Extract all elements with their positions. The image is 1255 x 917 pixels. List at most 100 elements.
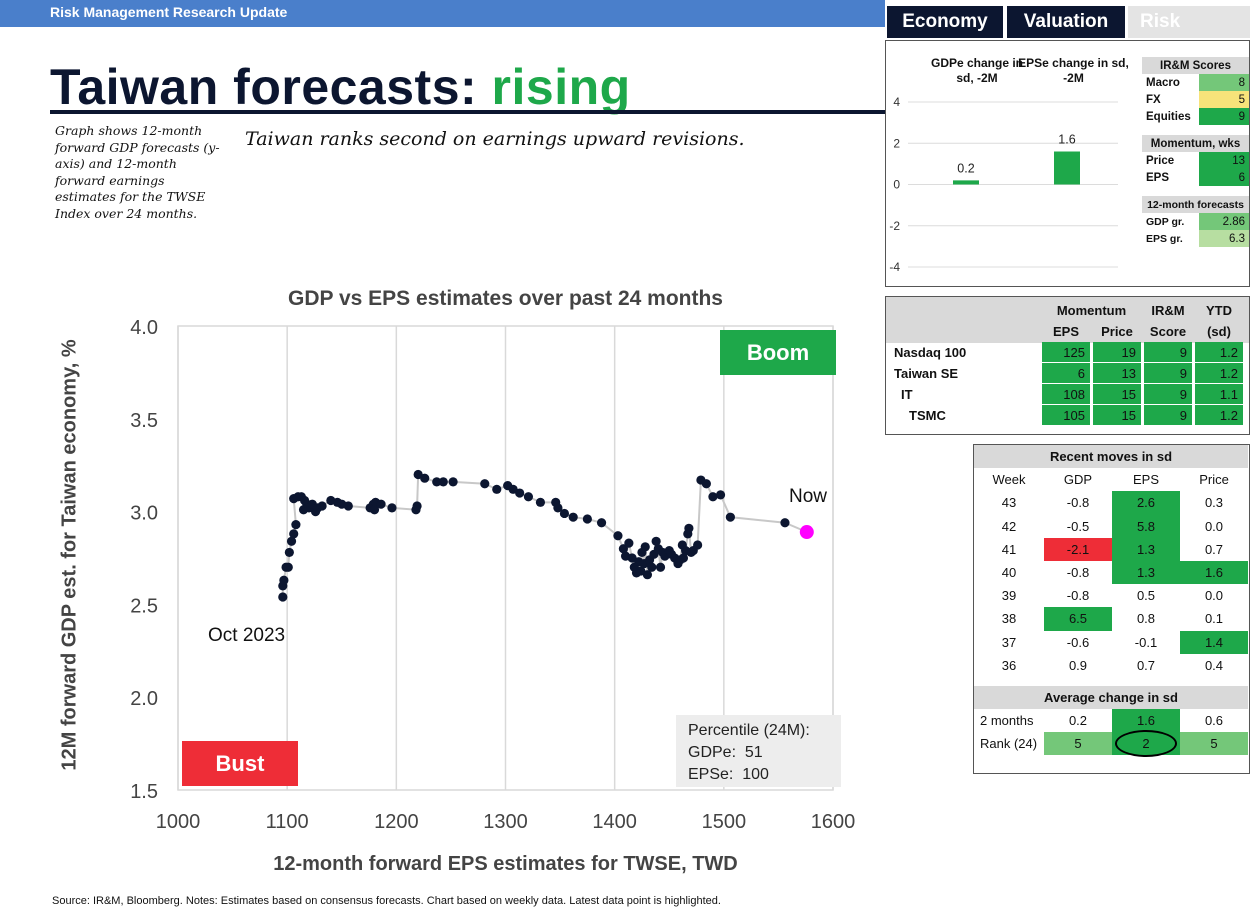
data-point: [279, 575, 289, 585]
bar-y-tick-label: 2: [893, 136, 900, 150]
data-point: [412, 501, 422, 511]
y-tick-label: 3.5: [130, 410, 158, 432]
row-label: TSMC: [909, 407, 946, 423]
gdp-cell: 6.5: [1044, 607, 1112, 631]
data-point: [480, 479, 490, 489]
gdp-cell: -2.1: [1044, 537, 1112, 561]
ytd-header: YTD: [1206, 302, 1232, 318]
data-point: [283, 562, 293, 572]
tab-economy[interactable]: Economy: [887, 6, 1003, 38]
price-cell: 0.1: [1204, 611, 1224, 627]
table-row: 42 -0.5 5.8 0.0: [974, 514, 1248, 538]
bar-y-tick-label: 0: [893, 178, 900, 192]
table-row: 40 -0.8 1.3 1.6: [974, 560, 1248, 585]
table-row: IT 108 15 9 1.1: [889, 384, 1243, 404]
bar-label-gdpe: GDPe change in sd, -2M: [930, 56, 1024, 85]
table-row: 38 6.5 0.8 0.1: [974, 607, 1248, 631]
week-cell: 38: [1001, 611, 1017, 627]
highlight-circle: [1115, 730, 1177, 758]
data-point: [684, 523, 694, 533]
gdp-cell: 0.9: [1068, 657, 1088, 673]
ytd-cell: 1.1: [1195, 384, 1243, 404]
price-cell: 0.4: [1204, 657, 1224, 673]
data-point: [369, 505, 380, 515]
x-tick-label: 1400: [592, 811, 637, 833]
data-point: [678, 553, 689, 563]
rank-price-cell: 5: [1180, 732, 1248, 756]
y-tick-label: 3.0: [130, 503, 158, 525]
data-point: [715, 490, 726, 500]
data-point: [515, 488, 525, 498]
eps-header: EPS: [1132, 472, 1159, 488]
percentile-gdp-label: GDPe:: [688, 744, 737, 761]
table-row: EPS gr. 6.3: [1142, 230, 1249, 247]
table-row: 2 months 0.2 1.6 0.6: [974, 709, 1248, 733]
price-header: Price: [1199, 472, 1229, 488]
percentile-row: EPSe: 100: [688, 764, 829, 786]
bar: [953, 180, 979, 185]
avg-eps-cell: 1.6: [1112, 709, 1180, 733]
bar-y-tick-label: 4: [893, 95, 900, 109]
eps-cell: 0.8: [1136, 611, 1156, 627]
scores-panel: GDPe change in sd, -2M EPSe change in sd…: [885, 40, 1250, 287]
eps-cell: 108: [1042, 384, 1090, 404]
price-cell: 13: [1093, 363, 1141, 383]
eps-header: EPS: [1052, 323, 1079, 339]
week-cell: 42: [1001, 518, 1017, 534]
latest-annotation: Now: [789, 486, 828, 507]
score-label: FX: [1142, 91, 1200, 108]
data-point: [655, 562, 666, 572]
avg-label: 2 months: [980, 713, 1034, 729]
percentile-row: GDPe: 51: [688, 742, 829, 764]
tab-valuation[interactable]: Valuation: [1007, 6, 1125, 38]
gdp-cell: -0.5: [1066, 518, 1090, 534]
data-point: [387, 503, 397, 513]
eps-cell: 0.7: [1136, 657, 1156, 673]
data-point: [582, 514, 592, 524]
price-cell: 0.3: [1204, 495, 1224, 511]
source-note: Source: IR&M, Bloomberg. Notes: Estimate…: [52, 895, 721, 907]
price-cell: 1.4: [1180, 630, 1248, 654]
data-point: [559, 508, 570, 519]
data-point: [651, 536, 661, 546]
bar-label-epse: EPSe change in sd, -2M: [1018, 56, 1129, 85]
data-point: [553, 503, 563, 513]
table-row: Rank (24) 5 2 5: [974, 730, 1248, 758]
table-row: 39 -0.8 0.5 0.0: [974, 584, 1248, 607]
y-tick-label: 2.5: [130, 595, 158, 617]
week-cell: 39: [1001, 588, 1017, 604]
gdp-header: GDP: [1063, 472, 1093, 488]
data-point: [376, 499, 386, 509]
score-value: 5: [1199, 91, 1249, 108]
rank-gdp-cell: 5: [1044, 732, 1112, 756]
gdp-cell: -0.8: [1066, 565, 1090, 581]
page-title-highlight: rising: [491, 59, 631, 115]
forecast-value: 2.86: [1199, 213, 1249, 230]
tab-risk[interactable]: Risk: [1128, 6, 1250, 38]
average-title: Average change in sd: [974, 685, 1248, 710]
scatter-chart: 1000 1100 1200 1300 1400 1500 1600 1.5 2.0 2.5 3.0…: [130, 317, 855, 833]
table-row: TSMC 105 15 9 1.2: [889, 405, 1243, 425]
data-point: [640, 542, 650, 552]
data-point: [535, 497, 546, 507]
rank-eps-cell: 2: [1112, 730, 1180, 758]
data-point: [613, 531, 623, 541]
momentum-table: Momentum IR&M YTD EPS Price Score (sd) N…: [886, 299, 1246, 426]
momentum-panel: Momentum IR&M YTD EPS Price Score (sd) N…: [885, 296, 1250, 435]
momentum-header: Momentum: [1056, 302, 1127, 318]
data-point: [725, 512, 735, 522]
bar: [1054, 151, 1080, 185]
irm-header: IR&M: [1151, 302, 1185, 318]
avg-gdp-cell: 0.2: [1068, 713, 1088, 729]
data-point: [448, 477, 458, 487]
eps-cell: 6: [1042, 363, 1090, 383]
week-cell: 40: [1001, 565, 1017, 581]
graph-note: Graph shows 12-month forward GDP forecas…: [55, 123, 220, 221]
latest-data-point: [799, 525, 814, 540]
ytd-cell: 1.2: [1195, 405, 1243, 425]
report-header-bar: Risk Management Research Update: [0, 0, 885, 27]
score-header: Score: [1149, 323, 1187, 339]
table-row: Macro 8: [1142, 74, 1249, 91]
x-tick-label: 1500: [702, 811, 747, 833]
start-annotation: Oct 2023: [208, 625, 286, 646]
